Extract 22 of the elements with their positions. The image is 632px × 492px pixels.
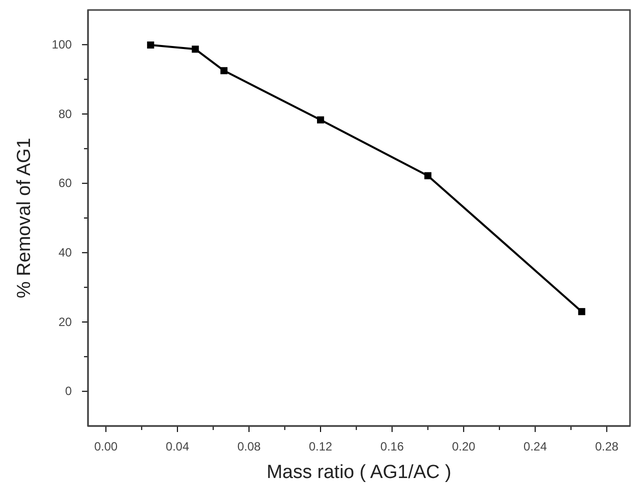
- x-tick-label: 0.28: [595, 440, 619, 454]
- point: [147, 41, 154, 49]
- x-tick-label: 0.16: [380, 440, 404, 454]
- x-tick-label: 0.12: [308, 440, 333, 454]
- x-tick-label: 0.04: [166, 440, 190, 454]
- point: [317, 116, 324, 124]
- x-axis-title: Mass ratio ( AG1/AC ): [266, 462, 452, 483]
- y-tick-label: 80: [58, 106, 72, 121]
- y-tick-label: 100: [52, 38, 72, 52]
- y-tick-label: 40: [58, 246, 72, 260]
- x-tick-label: 0.00: [94, 440, 118, 454]
- y-tick-label: 60: [58, 176, 72, 190]
- point: [192, 46, 199, 53]
- point: [424, 172, 432, 180]
- y-tick-label: 20: [58, 314, 72, 329]
- y-tick-label: 0: [65, 384, 72, 398]
- x-tick-label: 0.24: [524, 440, 548, 454]
- y-axis-title: % Removal of AG1: [14, 138, 35, 298]
- point: [220, 67, 228, 74]
- point: [578, 308, 586, 316]
- x-tick-label: 0.20: [452, 440, 476, 454]
- x-tick-label: 0.08: [237, 440, 261, 454]
